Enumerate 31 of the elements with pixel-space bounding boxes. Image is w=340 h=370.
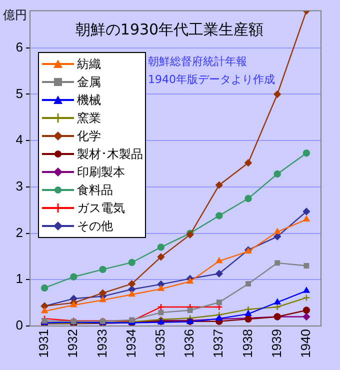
x-tick-label: 1934: [123, 329, 138, 358]
legend-label: 窯業: [77, 110, 101, 127]
x-tick-label: 1933: [94, 329, 110, 358]
x-tick-label: 1932: [65, 329, 80, 358]
x-tick-label: 1940: [298, 329, 314, 358]
legend-label: 印刷製本: [77, 164, 125, 181]
legend-label: 化学: [77, 128, 101, 145]
annotation: 1940年版データより作成: [148, 72, 275, 86]
y-tick-label: 1: [16, 271, 23, 286]
legend-label: 食料品: [77, 182, 113, 199]
x-tick-label: 1936: [182, 329, 197, 358]
x-tick-label: 1931: [36, 329, 52, 358]
y-tick-label: 3: [16, 178, 23, 194]
legend-label: 金属: [77, 74, 101, 91]
x-tick-label: 1937: [210, 329, 226, 358]
legend-label: 製材･木製品: [77, 146, 143, 163]
y-tick-label: 2: [16, 224, 23, 240]
legend-label: ガス電気: [77, 200, 125, 217]
legend-label: 紡織: [77, 56, 101, 73]
y-tick-label: 5: [16, 86, 23, 101]
y-tick-label: 6: [16, 39, 23, 54]
text: 朝鮮の1930年代工業生産額: [75, 20, 264, 39]
x-tick-label: 1939: [268, 329, 284, 358]
y-tick-label: 0: [16, 318, 23, 333]
annotation: 朝鮮総督府統計年報: [148, 54, 247, 68]
x-tick-label: 1935: [152, 329, 168, 358]
x-tick-label: 1938: [240, 329, 255, 358]
y-axis-title: 億円: [3, 8, 27, 22]
y-tick-label: 4: [16, 132, 23, 148]
legend-label: 機械: [77, 92, 101, 109]
legend-label: その他: [77, 218, 113, 235]
